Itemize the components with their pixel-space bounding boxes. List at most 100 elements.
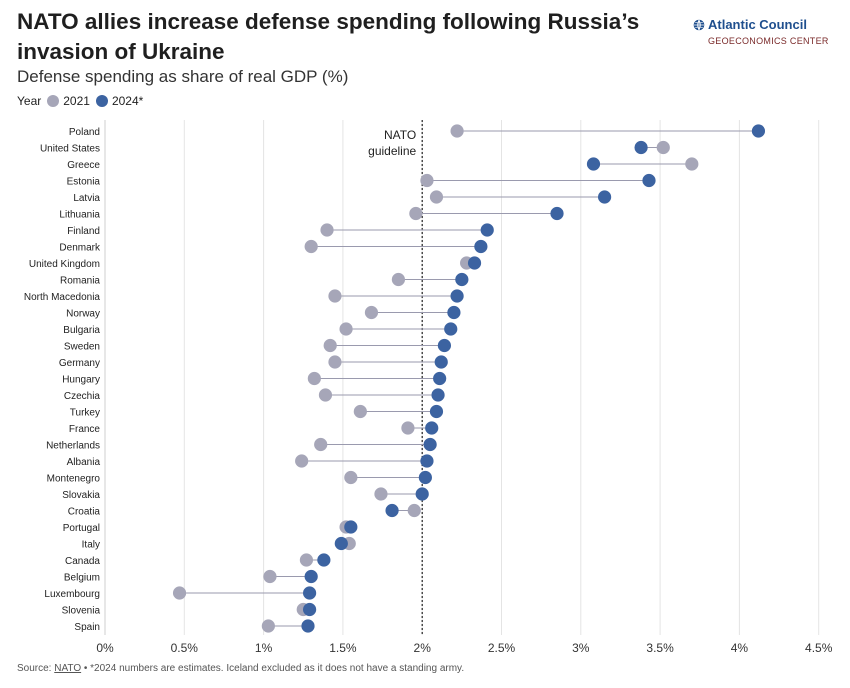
- dot-2024: [642, 173, 656, 188]
- dot-2021: [409, 206, 423, 221]
- country-label: Poland: [69, 127, 100, 138]
- country-label: Sweden: [64, 342, 100, 353]
- dot-2024: [751, 124, 766, 138]
- dot-2024: [550, 206, 564, 221]
- x-tick-label: 3%: [572, 641, 590, 655]
- country-label: Slovenia: [62, 606, 101, 617]
- dot-2021: [685, 157, 699, 171]
- x-tick-label: 0%: [96, 641, 114, 655]
- dot-2021: [318, 388, 333, 402]
- footnote: • *2024 numbers are estimates. Iceland e…: [83, 663, 465, 674]
- country-label: Denmark: [59, 243, 101, 254]
- country-label: France: [69, 424, 101, 435]
- dot-2024: [455, 272, 469, 287]
- legend-2024-swatch: [95, 95, 108, 107]
- x-tick-label: 0.5%: [171, 641, 199, 655]
- country-label: Croatia: [68, 507, 101, 518]
- country-label: Canada: [65, 556, 100, 567]
- source-note: Source: NATO • *2024 numbers are estimat…: [17, 663, 464, 674]
- dot-2021: [328, 289, 342, 303]
- country-label: Bulgaria: [63, 325, 100, 336]
- country-label: Italy: [82, 540, 100, 551]
- nato-guideline-label: NATO: [384, 128, 416, 142]
- country-label: Netherlands: [46, 441, 100, 452]
- chart-subtitle: Defense spending as share of real GDP (%…: [17, 67, 349, 86]
- dot-2024: [597, 190, 612, 204]
- x-tick-label: 1%: [255, 641, 273, 655]
- dot-2021: [656, 140, 670, 155]
- dot-2024: [418, 470, 432, 485]
- x-tick-label: 4%: [731, 641, 749, 655]
- country-label: Latvia: [73, 193, 100, 204]
- x-tick-label: 2%: [414, 641, 432, 655]
- country-label: Turkey: [70, 408, 100, 419]
- dumbbell-chart: 0% 0.5% 1% 1.5% 2% 2.5% 3% 3.5% 4% 4.5% NATO guidel…: [24, 120, 833, 655]
- dot-2024: [634, 140, 648, 155]
- nato-guideline-label: guideline: [368, 144, 416, 158]
- dot-2021: [429, 190, 444, 204]
- dot-2024: [302, 602, 317, 617]
- legend-2024-label: 2024*: [111, 94, 144, 108]
- dot-2024: [301, 619, 315, 633]
- dot-2024: [480, 223, 494, 237]
- dot-2021: [307, 371, 321, 386]
- x-tick-label: 2.5%: [488, 641, 516, 655]
- dot-2024: [447, 305, 461, 320]
- dot-2021: [299, 553, 314, 567]
- dot-2021: [263, 569, 277, 584]
- source-label: Source:: [17, 663, 52, 674]
- dot-2021: [407, 503, 421, 518]
- country-label: Hungary: [62, 375, 100, 386]
- dot-2024: [385, 503, 399, 518]
- country-label: Spain: [74, 622, 100, 633]
- dot-2024: [474, 239, 488, 254]
- legend-2021-label: 2021: [63, 94, 90, 108]
- dot-2024: [450, 289, 464, 303]
- chart-legend: Year 2021 2024*: [17, 94, 143, 108]
- dot-2021: [261, 619, 275, 633]
- dot-2021: [172, 586, 187, 600]
- logo-subtitle: GEOECONOMICS CENTER: [708, 36, 829, 46]
- dot-2024: [429, 404, 444, 419]
- dot-2021: [391, 272, 406, 287]
- dot-2021: [304, 239, 318, 254]
- legend-title: Year: [17, 94, 42, 108]
- dot-2021: [344, 470, 358, 485]
- dot-2024: [415, 487, 429, 501]
- dot-2024: [433, 371, 447, 386]
- country-label: Albania: [67, 457, 101, 468]
- dot-2024: [437, 338, 452, 353]
- dot-2024: [317, 553, 331, 567]
- country-label: Belgium: [64, 573, 100, 584]
- legend-2021-swatch: [47, 95, 60, 107]
- country-label: Romania: [60, 276, 100, 287]
- globe-icon: [693, 19, 705, 30]
- dot-2021: [320, 223, 334, 237]
- x-tick-label: 1.5%: [329, 641, 357, 655]
- logo-name: Atlantic Council: [708, 17, 807, 32]
- country-label: Lithuania: [59, 210, 100, 221]
- dot-2021: [374, 487, 388, 501]
- country-label: Slovakia: [62, 490, 100, 501]
- dot-2024: [344, 520, 358, 534]
- dot-2021: [353, 404, 367, 419]
- x-tick-label: 4.5%: [805, 641, 833, 655]
- country-label: Montenegro: [47, 474, 101, 485]
- chart-title: NATO allies increase defense spending fo…: [17, 9, 640, 64]
- logo-wordmark: Atlantic Council: [693, 17, 833, 32]
- dot-2021: [401, 421, 415, 435]
- dot-2024: [467, 256, 482, 270]
- dot-2021: [364, 305, 379, 320]
- dot-2024: [425, 421, 439, 435]
- country-label: Finland: [67, 226, 100, 237]
- country-label: Germany: [59, 358, 100, 369]
- source-link[interactable]: NATO: [54, 663, 82, 674]
- atlantic-council-logo[interactable]: Atlantic Council GEOECONOMICS CENTER: [693, 17, 833, 46]
- dot-2021: [323, 338, 337, 353]
- country-label: Luxembourg: [44, 589, 100, 600]
- dot-2021: [328, 355, 342, 369]
- dot-2021: [420, 173, 434, 188]
- x-tick-label: 3.5%: [646, 641, 674, 655]
- dot-2024: [420, 454, 434, 468]
- country-label: Estonia: [67, 177, 101, 188]
